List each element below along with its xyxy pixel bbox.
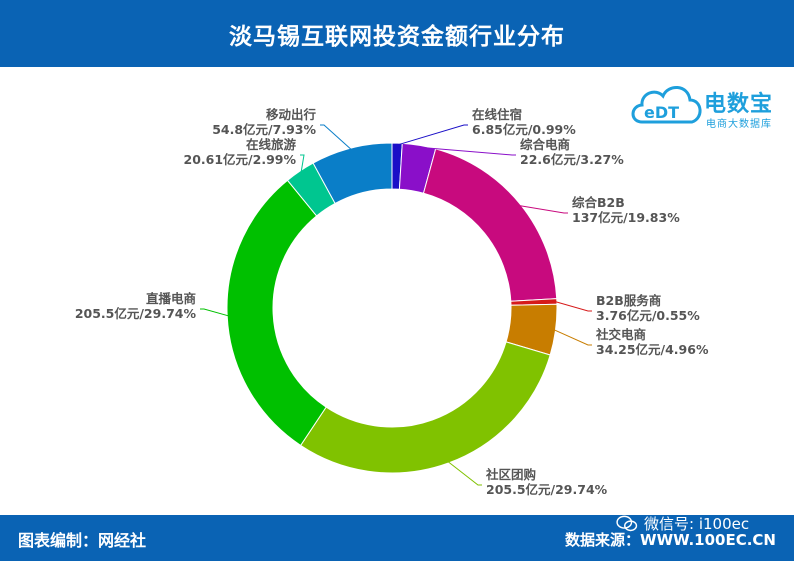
leader-综合电商 [418, 146, 516, 156]
slice-name-label: 在线旅游 [246, 137, 297, 152]
slice-移动出行 [312, 142, 393, 205]
leader-lines [200, 124, 592, 486]
slice-name-label: 直播电商 [146, 291, 196, 306]
logo-subtitle: 电商大数据库 [706, 119, 772, 130]
slice-直播电商 [226, 179, 327, 447]
leader-移动出行 [320, 124, 353, 151]
footer-bar: 图表编制：网经社 数据来源：WWW.100EC.CN [0, 515, 794, 561]
slice-value-label: 22.6亿元/3.27% [520, 152, 624, 167]
slice-社区团购 [299, 341, 551, 474]
logo: eDT 电数宝 电商大数据库 [628, 76, 788, 136]
wechat-id: 微信号: i100ec [644, 515, 750, 533]
slice-value-label: 137亿元/19.83% [572, 210, 680, 225]
slice-value-label: 34.25亿元/4.96% [596, 342, 709, 357]
slice-value-label: 20.61亿元/2.99% [184, 152, 297, 167]
chart-title: 淡马锡互联网投资金额行业分布 [229, 23, 565, 50]
slice-综合B2B [422, 148, 558, 302]
leader-在线住宿 [396, 124, 468, 146]
slice-name-label: 在线住宿 [472, 107, 522, 122]
slice-name-label: 综合B2B [572, 195, 625, 210]
cloud-logo-icon: eDT [631, 86, 702, 124]
leader-社区团购 [447, 460, 482, 486]
slice-name-label: 移动出行 [266, 107, 317, 122]
slice-value-label: 205.5亿元/29.74% [75, 306, 197, 321]
header-bar: 淡马锡互联网投资金额行业分布 [0, 0, 794, 67]
slice-value-label: 3.76亿元/0.55% [596, 308, 700, 323]
leader-社交电商 [553, 329, 592, 346]
donut-slices [226, 142, 558, 474]
wechat-watermark: 微信号: i100ec [616, 513, 749, 534]
logo-brand: 电数宝 [704, 92, 774, 117]
slice-name-label: 社区团购 [485, 467, 536, 482]
slice-name-label: B2B服务商 [596, 293, 661, 308]
slice-value-label: 205.5亿元/29.74% [486, 482, 608, 497]
slice-name-label: 社交电商 [595, 327, 646, 342]
leader-直播电商 [200, 308, 230, 317]
slice-value-label: 6.85亿元/0.99% [472, 122, 576, 137]
logo-mark: eDT [644, 103, 679, 122]
footer-source: 数据来源：WWW.100EC.CN [565, 531, 776, 549]
wechat-icon [616, 515, 638, 531]
slice-value-label: 54.8亿元/7.93% [212, 122, 316, 137]
leader-在线旅游 [300, 154, 305, 173]
slice-name-label: 综合电商 [520, 137, 570, 152]
leader-综合B2B [518, 205, 568, 214]
footer-editor: 图表编制：网经社 [18, 531, 147, 550]
leader-B2B服务商 [554, 301, 592, 312]
